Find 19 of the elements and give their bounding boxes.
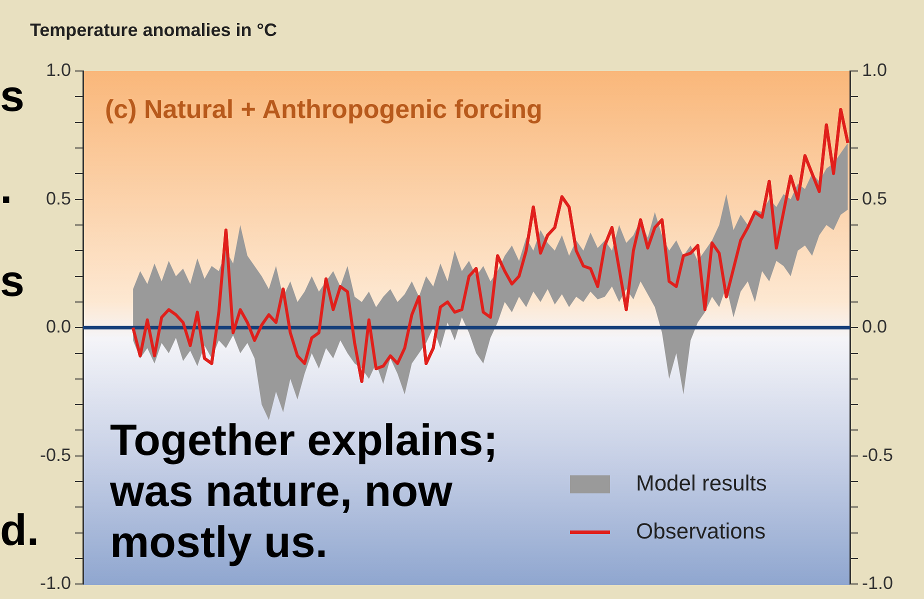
y2-tick-label: 1.0: [862, 60, 888, 80]
y2-tick-label: 0.5: [862, 188, 888, 208]
text: s: [0, 257, 24, 306]
legend-label: Model results: [636, 470, 767, 496]
y-tick-label: -0.5: [40, 444, 71, 465]
y2-tick-label: -0.5: [862, 444, 894, 465]
y2-tick-label: 0.0: [862, 316, 888, 337]
text: .: [0, 164, 12, 213]
y-tick-label: 1.0: [46, 60, 71, 80]
legend-label: Observations: [636, 518, 766, 544]
annotation: Together explains; was nature, now mostly us.: [109, 416, 498, 567]
y-tick-label: 0.0: [46, 316, 71, 337]
y-tick-label: 0.5: [46, 188, 71, 208]
y-tick-label: -1.0: [40, 573, 71, 594]
y2-tick-label: -1.0: [862, 573, 894, 594]
text: s: [0, 72, 24, 121]
text: (c) Natural + Anthropogenic forcing: [105, 94, 542, 124]
y-axis-title: Temperature anomalies in °C: [30, 20, 277, 40]
text: d.: [0, 506, 40, 555]
